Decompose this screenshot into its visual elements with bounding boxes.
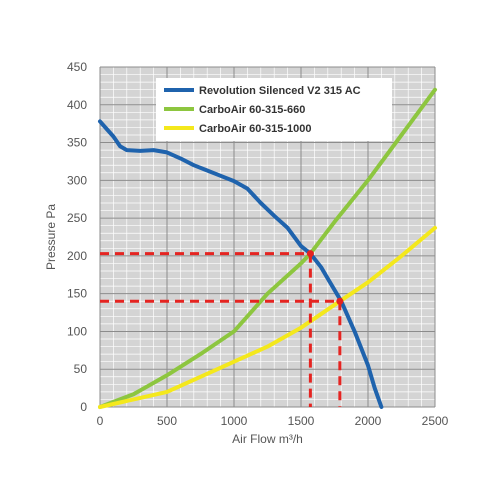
legend-label-3: CarboAir 60-315-1000 xyxy=(199,123,312,135)
series-line-3 xyxy=(98,225,437,409)
y-tick-label: 50 xyxy=(74,362,88,376)
y-tick-label: 300 xyxy=(67,173,87,187)
series-line-1 xyxy=(98,119,384,409)
x-tick-labels: 0 500 1000 1500 2000 2500 xyxy=(97,414,449,428)
series-line-2 xyxy=(98,87,437,409)
x-tick-label: 2500 xyxy=(422,414,449,428)
y-tick-label: 250 xyxy=(67,211,87,225)
y-tick-labels: 0 50 100 150 200 250 300 350 400 450 xyxy=(67,60,87,414)
legend-label-1: Revolution Silenced V2 315 AC xyxy=(199,85,361,97)
legend-label-2: CarboAir 60-315-660 xyxy=(199,104,305,116)
y-tick-label: 200 xyxy=(67,249,87,263)
reference-point-2 xyxy=(336,297,344,305)
legend: Revolution Silenced V2 315 AC CarboAir 60… xyxy=(156,78,392,141)
y-tick-label: 150 xyxy=(67,287,87,301)
reference-lines xyxy=(100,250,344,407)
y-tick-label: 0 xyxy=(80,400,87,414)
x-axis-title: Air Flow m³/h xyxy=(232,432,303,446)
y-axis-title: Pressure Pa xyxy=(44,204,58,270)
x-tick-label: 1500 xyxy=(288,414,315,428)
series-layer xyxy=(98,87,437,409)
y-tick-label: 100 xyxy=(67,324,87,338)
reference-point-1 xyxy=(306,250,314,258)
y-tick-label: 400 xyxy=(67,98,87,112)
x-tick-label: 2000 xyxy=(355,414,382,428)
legend-box xyxy=(156,78,392,141)
y-tick-label: 450 xyxy=(67,60,87,74)
x-tick-label: 1000 xyxy=(221,414,248,428)
x-tick-label: 500 xyxy=(157,414,177,428)
y-tick-label: 350 xyxy=(67,136,87,150)
x-tick-label: 0 xyxy=(97,414,104,428)
